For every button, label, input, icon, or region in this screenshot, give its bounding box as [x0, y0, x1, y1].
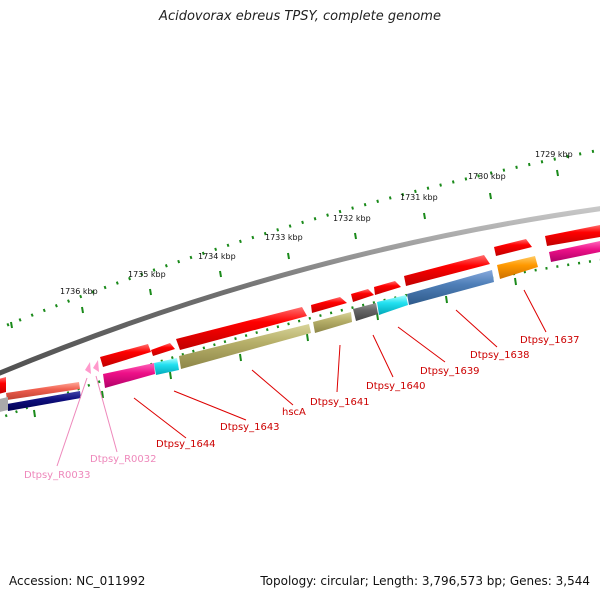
leader-lines: [56, 289, 547, 467]
gene-label-dtpsy-r0033: Dtpsy_R0033: [24, 470, 91, 481]
cog-segment: [377, 295, 408, 315]
ruler-label-1729: 1729 kbp: [535, 150, 573, 159]
cog-band: [0, 241, 600, 412]
gene-label-dtpsy-1637: Dtpsy_1637: [520, 335, 580, 346]
gene-arrow: [151, 343, 175, 356]
cog-segment: [7, 391, 81, 411]
cog-segment: [179, 324, 311, 369]
forward-strand-genes: [0, 225, 600, 394]
genome-backbone: [0, 206, 600, 376]
cog-segment: [0, 397, 8, 412]
gene-label-dtpsy-1638: Dtpsy_1638: [470, 350, 530, 361]
gene-label-dtpsy-1640: Dtpsy_1640: [366, 381, 426, 392]
gene-arrow: [0, 377, 6, 394]
ruler-label-1730: 1730 kbp: [468, 172, 506, 181]
gene-arrow: [311, 297, 347, 313]
cog-segment: [549, 241, 600, 262]
ruler-label-1735: 1735 kbp: [128, 270, 166, 279]
cog-segment: [154, 358, 179, 375]
ruler-label-1732: 1732 kbp: [333, 214, 371, 223]
cog-segment: [353, 303, 378, 321]
cog-segment: [103, 363, 155, 388]
ruler-label-1733: 1733 kbp: [265, 233, 303, 242]
inner-ruler-ticks: [33, 277, 517, 418]
gene-arrow: [374, 281, 401, 295]
cog-segment: [313, 312, 352, 333]
ruler-label-1731: 1731 kbp: [400, 193, 438, 202]
cog-segment: [6, 382, 80, 400]
gene-arrow: [351, 289, 374, 302]
accession-text: Accession: NC_011992: [9, 574, 146, 588]
genome-stats-text: Topology: circular; Length: 3,796,573 bp…: [260, 574, 590, 588]
gene-arrow: [545, 225, 600, 246]
gene-label-dtpsy-1643: Dtpsy_1643: [220, 422, 280, 433]
cog-segment: [407, 270, 494, 305]
gene-label-dtpsy-r0032: Dtpsy_R0032: [90, 454, 157, 465]
rna-genes: [85, 360, 99, 374]
rna-arrow-r0033: [85, 362, 91, 374]
gene-arrow: [404, 255, 490, 286]
ruler-major-ticks: [10, 169, 559, 329]
gene-arrow: [176, 307, 307, 350]
gene-arrow: [494, 239, 532, 256]
rna-arrow-r0032: [93, 360, 99, 372]
gene-label-hsca: hscA: [282, 407, 306, 418]
ruler-label-1734: 1734 kbp: [198, 252, 236, 261]
map-title: Acidovorax ebreus TPSY, complete genome: [159, 9, 441, 24]
gene-label-dtpsy-1644: Dtpsy_1644: [156, 439, 216, 450]
gene-label-dtpsy-1641: Dtpsy_1641: [310, 397, 370, 408]
gene-arrow: [100, 344, 151, 367]
cog-segment: [497, 256, 538, 279]
ruler-label-1736: 1736 kbp: [60, 287, 98, 296]
gene-label-dtpsy-1639: Dtpsy_1639: [420, 366, 480, 377]
